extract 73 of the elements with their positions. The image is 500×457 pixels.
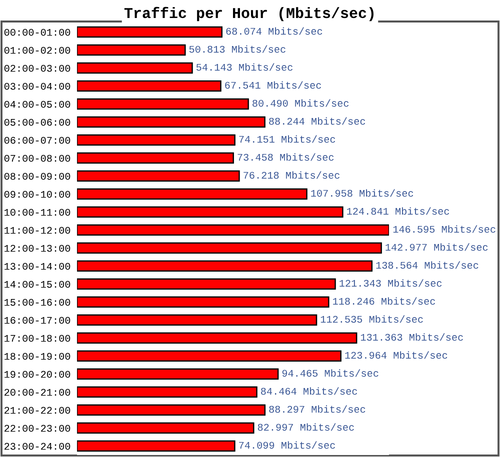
chart-title: Traffic per Hour (Mbits/sec) [124, 6, 374, 22]
y-tick-label: 05:00-06:00 [4, 118, 70, 126]
data-label: 82.997 Mbits/sec [258, 423, 354, 431]
bar [77, 314, 318, 326]
bar [77, 350, 342, 362]
data-label: 121.343 Mbits/sec [340, 279, 442, 287]
bar [77, 260, 373, 272]
data-label: 68.074 Mbits/sec [226, 27, 322, 35]
bar [77, 404, 266, 416]
y-tick-label: 23:00-24:00 [4, 442, 70, 450]
data-label: 123.964 Mbits/sec [345, 351, 448, 359]
data-label: 146.595 Mbits/sec [393, 225, 496, 233]
bar [77, 26, 223, 38]
y-tick-label: 13:00-14:00 [4, 262, 70, 270]
data-label: 74.151 Mbits/sec [239, 135, 336, 143]
data-label: 118.246 Mbits/sec [333, 297, 435, 305]
bar [77, 44, 186, 56]
y-tick-label: 08:00-09:00 [4, 172, 70, 180]
y-tick-label: 15:00-16:00 [4, 298, 70, 306]
data-label: 112.535 Mbits/sec [320, 315, 423, 323]
data-label: 124.841 Mbits/sec [347, 207, 450, 215]
y-tick-label: 18:00-19:00 [4, 352, 70, 360]
data-label: 94.465 Mbits/sec [282, 369, 378, 377]
data-label: 131.363 Mbits/sec [360, 333, 463, 341]
y-tick-label: 22:00-23:00 [4, 424, 70, 432]
data-label: 80.490 Mbits/sec [252, 99, 349, 107]
data-label: 76.218 Mbits/sec [244, 171, 340, 179]
data-label: 142.977 Mbits/sec [386, 243, 488, 251]
bar [77, 386, 258, 398]
bar [77, 224, 389, 236]
y-tick-label: 11:00-12:00 [4, 226, 70, 234]
bar [77, 98, 249, 110]
y-tick-label: 21:00-22:00 [4, 406, 70, 414]
data-label: 84.464 Mbits/sec [261, 387, 357, 395]
y-tick-label: 10:00-11:00 [4, 208, 70, 216]
data-label: 107.958 Mbits/sec [311, 189, 414, 197]
y-tick-label: 20:00-21:00 [4, 388, 70, 396]
data-label: 50.813 Mbits/sec [189, 45, 286, 53]
data-label: 74.099 Mbits/sec [239, 441, 335, 449]
data-label: 54.143 Mbits/sec [196, 63, 292, 71]
bar [77, 242, 382, 254]
data-label: 67.541 Mbits/sec [225, 81, 321, 89]
data-label: 138.564 Mbits/sec [376, 261, 478, 269]
y-tick-label: 07:00-08:00 [4, 154, 70, 162]
bar [77, 440, 236, 452]
y-tick-label: 03:00-04:00 [4, 82, 70, 90]
y-tick-label: 02:00-03:00 [4, 64, 70, 72]
bar [77, 332, 358, 344]
bar [77, 296, 330, 308]
bar [77, 134, 236, 146]
bar [77, 170, 240, 182]
bar [77, 368, 279, 380]
bar [77, 422, 254, 434]
bar [77, 62, 193, 74]
y-tick-label: 19:00-20:00 [4, 370, 70, 378]
bar [77, 188, 308, 200]
y-tick-label: 04:00-05:00 [4, 100, 70, 108]
bar [77, 152, 234, 164]
bar [77, 80, 222, 92]
data-label: 73.458 Mbits/sec [238, 153, 334, 161]
y-tick-label: 06:00-07:00 [4, 136, 70, 144]
data-label: 88.297 Mbits/sec [269, 405, 366, 413]
bar [77, 116, 266, 128]
y-tick-label: 12:00-13:00 [4, 244, 70, 252]
y-tick-label: 09:00-10:00 [4, 190, 70, 198]
y-tick-label: 17:00-18:00 [4, 334, 70, 342]
data-label: 88.244 Mbits/sec [269, 117, 366, 125]
bar [77, 206, 344, 218]
y-tick-label: 16:00-17:00 [4, 316, 70, 324]
bar [77, 278, 336, 290]
y-tick-label: 01:00-02:00 [4, 46, 70, 54]
y-tick-label: 00:00-01:00 [4, 28, 70, 36]
y-tick-label: 14:00-15:00 [4, 280, 70, 288]
